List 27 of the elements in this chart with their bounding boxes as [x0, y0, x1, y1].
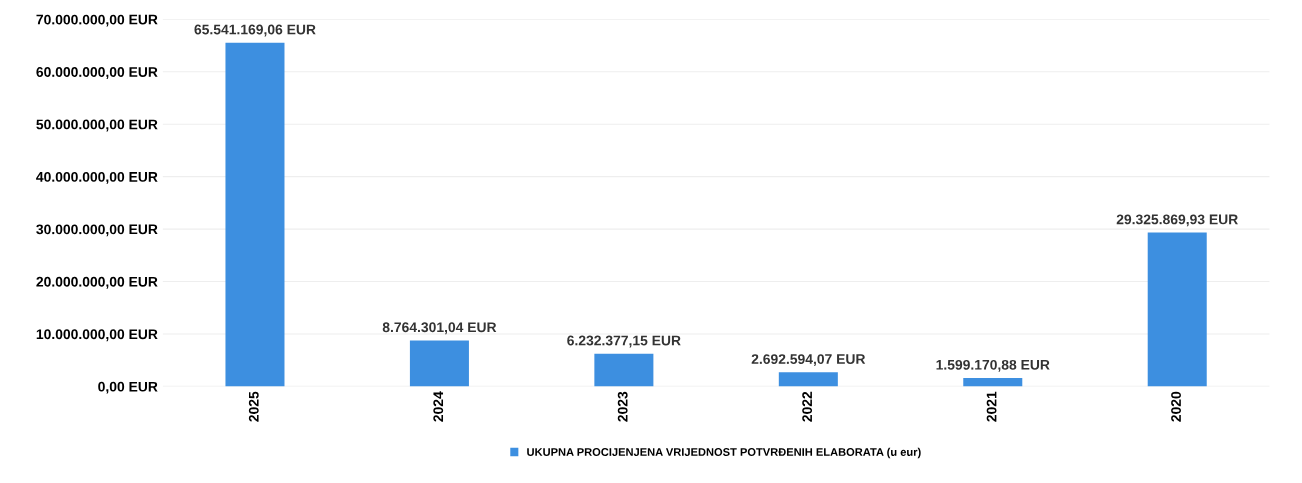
data-label: 1.599.170,88 EUR — [936, 359, 1050, 372]
y-tick-label: 60.000.000,00 EUR — [36, 67, 158, 79]
bar — [778, 372, 838, 387]
y-tick-label: 50.000.000,00 EUR — [36, 119, 158, 132]
y-tick-label: 70.000.000,00 EUR — [36, 14, 158, 27]
bar — [225, 42, 285, 387]
y-tick-label: 20.000.000,00 EUR — [36, 276, 158, 289]
bar — [409, 340, 469, 387]
x-tick-label: 2022 — [802, 391, 813, 422]
data-label: 65.541.169,06 EUR — [194, 24, 316, 37]
y-tick-label: 30.000.000,00 EUR — [36, 224, 158, 237]
y-tick-label: 40.000.000,00 EUR — [36, 171, 158, 184]
x-tick-label: 2024 — [433, 391, 444, 422]
data-label: 2.692.594,07 EUR — [751, 354, 866, 366]
y-tick-label: 10.000.000,00 EUR — [36, 329, 158, 342]
x-tick-label: 2023 — [617, 391, 628, 422]
x-tick-label: 2020 — [1171, 391, 1181, 422]
legend-label: UKUPNA PROCIJENJENA VRIJEDNOST POTVRĐENIH ELABORATA (u eur) — [527, 447, 921, 459]
bar — [594, 353, 654, 387]
x-tick-label: 2025 — [248, 391, 259, 422]
x-tick-label: 2021 — [986, 391, 997, 422]
data-label: 29.325.869,93 EUR — [1116, 214, 1238, 227]
data-label: 6.232.377,15 EUR — [567, 335, 681, 348]
bar — [963, 378, 1023, 387]
bar — [1147, 232, 1207, 387]
y-tick-label: 0,00 EUR — [98, 381, 158, 394]
data-label: 8.764.301,04 EUR — [382, 322, 497, 335]
